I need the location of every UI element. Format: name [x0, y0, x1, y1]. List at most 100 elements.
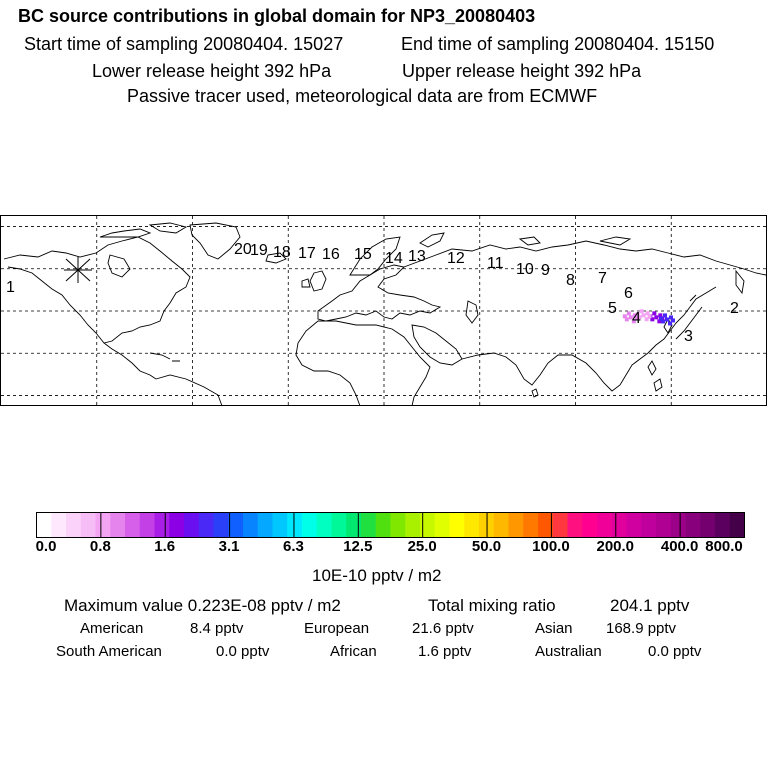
region-value: 1.6 pptv — [418, 643, 472, 660]
coast-south-asia — [461, 286, 717, 392]
coast-japan — [675, 294, 703, 340]
colorbar-cell — [626, 512, 642, 538]
colorbar-cell — [715, 512, 731, 538]
colorbar-cell — [375, 512, 391, 538]
trajectory-label: 15 — [354, 246, 372, 263]
colorbar-tick-label: 50.0 — [471, 538, 502, 555]
trajectory-label: 16 — [322, 246, 340, 263]
hotspot-cell — [624, 317, 629, 322]
tracer-label: Passive tracer used, meteorological data… — [127, 86, 598, 106]
region-name: Australian — [535, 643, 602, 660]
colorbar-cell — [213, 512, 229, 538]
colorbar-tick-label: 0.8 — [89, 538, 111, 555]
colorbar-cell — [169, 512, 185, 538]
colorbar-tick-label: 12.5 — [343, 538, 373, 555]
colorbar-cell — [287, 512, 303, 538]
colorbar-cell — [36, 512, 52, 538]
colorbar-tick-label: 0.0 — [35, 538, 57, 555]
colorbar-cell — [66, 512, 82, 538]
colorbar-cell — [331, 512, 347, 538]
contribution-hotspots — [622, 309, 675, 326]
colorbar-tick-label: 3.1 — [218, 538, 240, 555]
hotspot-cell — [658, 313, 663, 318]
colorbar-cell — [508, 512, 524, 538]
coast-novaya-zemlya — [419, 232, 445, 248]
colorbar-cell — [685, 512, 701, 538]
hotspot-cell — [670, 318, 675, 323]
coast-korea — [663, 318, 673, 334]
region-name: Asian — [535, 620, 573, 637]
trajectory-label: 13 — [408, 248, 426, 265]
colorbar-cell — [257, 512, 273, 538]
max-value-label: Maximum value 0.223E-08 pptv / m2 — [64, 596, 341, 615]
colorbar-cell — [390, 512, 406, 538]
total-mixing-label: Total mixing ratio — [428, 596, 556, 615]
hotspot-cell — [662, 313, 667, 318]
colorbar-cell — [449, 512, 465, 538]
coast-caspian — [465, 300, 479, 324]
trajectory-label: 2 — [730, 300, 739, 317]
hotspot-cell — [645, 311, 650, 316]
region-value: 0.0 pptv — [216, 643, 270, 660]
colorbar-cell — [346, 512, 362, 538]
coast-north-america — [3, 236, 191, 344]
colorbar-tick-label: 100.0 — [532, 538, 570, 555]
colorbar-cell — [184, 512, 200, 538]
hotspot-cell — [632, 313, 637, 318]
colorbar-tick-label: 6.3 — [283, 538, 304, 555]
colorbar-cell — [420, 512, 436, 538]
coast-iceland — [265, 252, 287, 264]
coast-siberia — [403, 240, 767, 276]
colorbar-cell — [139, 512, 155, 538]
colorbar-cell — [552, 512, 568, 538]
colorbar-cell — [361, 512, 377, 538]
colorbar-cell — [611, 512, 627, 538]
trajectory-label: 12 — [447, 250, 465, 267]
hotspot-cell — [622, 314, 627, 319]
region-value: 168.9 pptv — [606, 620, 677, 637]
region-name: African — [330, 643, 377, 660]
end-time-label: End time of sampling 20080404. 15150 — [401, 34, 715, 54]
trajectory-label: 1 — [6, 279, 15, 296]
colorbar-cell — [316, 512, 332, 538]
colorbar-cell — [656, 512, 672, 538]
colorbar-cell — [51, 512, 67, 538]
coastlines — [3, 222, 767, 407]
colorbar-tick-label: 25.0 — [407, 538, 437, 555]
colorbar-cell — [125, 512, 141, 538]
coast-kamchatka — [735, 269, 745, 295]
coast-hudson-bay — [107, 254, 131, 278]
hotspot-cell — [626, 311, 631, 316]
trajectory-label: 10 — [516, 261, 534, 278]
trajectory-label: 9 — [541, 262, 550, 279]
region-value: 21.6 pptv — [412, 620, 474, 637]
colorbar-cell — [582, 512, 598, 538]
trajectory-label: 5 — [608, 300, 617, 317]
coast-arctic-islands — [99, 222, 188, 238]
colorbar-tick-label: 200.0 — [596, 538, 635, 555]
colorbar-cell — [567, 512, 583, 538]
colorbar — [36, 512, 745, 538]
hotspot-cell — [667, 321, 672, 326]
colorbar-cell — [95, 512, 111, 538]
colorbar-cell — [700, 512, 716, 538]
coast-south-america — [155, 374, 223, 407]
colorbar-cell — [272, 512, 288, 538]
colorbar-cell — [80, 512, 96, 538]
colorbar-cell — [479, 512, 495, 538]
hotspot-cell — [634, 316, 639, 321]
hotspot-cell — [628, 315, 633, 320]
hotspot-cell — [660, 319, 665, 324]
trajectory-label: 17 — [298, 245, 316, 262]
upper-release-label: Upper release height 392 hPa — [402, 61, 642, 81]
total-mixing-value: 204.1 pptv — [610, 596, 690, 615]
map-graticule — [1, 216, 767, 406]
colorbar-cell — [538, 512, 554, 538]
coast-uk — [301, 270, 327, 292]
trajectory-label: 3 — [684, 328, 693, 345]
region-name: American — [80, 620, 144, 637]
coast-arabia — [411, 324, 463, 366]
lower-release-label: Lower release height 392 hPa — [92, 61, 332, 81]
